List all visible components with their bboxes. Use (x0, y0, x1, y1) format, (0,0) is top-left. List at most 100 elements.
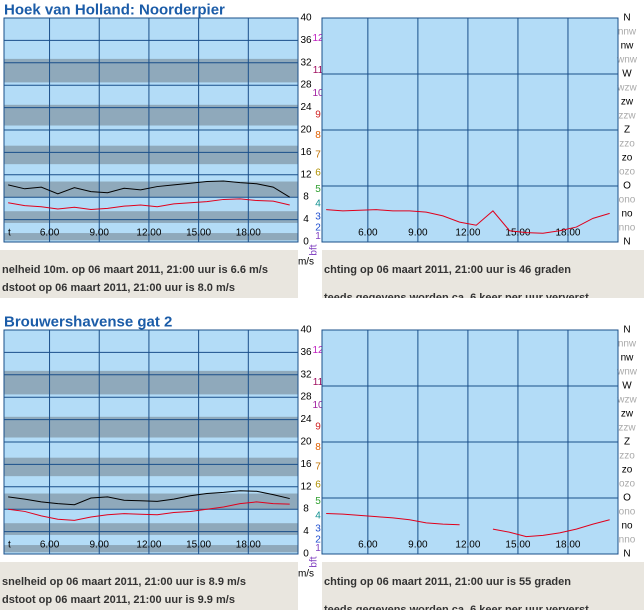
bft-band (4, 104, 298, 126)
unit-label: m/s (298, 257, 314, 268)
y-tick-label: ozo (619, 479, 636, 490)
y-tick-label: no (621, 521, 633, 532)
status-background (322, 562, 644, 610)
bft-band (4, 523, 298, 535)
bft-label: 9 (315, 110, 321, 121)
gust-line (8, 490, 290, 506)
speed-line (8, 198, 290, 211)
station-title: Brouwershavense gat 2 (4, 314, 172, 331)
bft-band (4, 211, 298, 223)
status-background (0, 250, 298, 298)
bft-label: 6 (315, 167, 321, 178)
station-title: Hoek van Holland: Noorderpier (4, 2, 225, 19)
x-tick-label: 18.00 (236, 228, 261, 239)
y-tick-label: 4 (303, 526, 309, 537)
x-tick-label: 12.00 (455, 228, 480, 239)
bft-label: 10 (312, 400, 324, 411)
gust-line (8, 180, 290, 198)
x-tick-label: 15.00 (505, 540, 530, 551)
x-tick-label: 15.00 (505, 228, 530, 239)
bft-band (4, 58, 298, 83)
x-tick-label: 18.00 (555, 540, 580, 551)
y-tick-label: 8 (303, 504, 309, 515)
y-tick-label: wzw (616, 395, 637, 406)
y-tick-label: zzo (619, 139, 635, 150)
chart-frame (321, 329, 619, 555)
bft-label: 1 (315, 543, 321, 554)
y-tick-label: nnw (618, 27, 637, 38)
bft-label: 10 (312, 88, 324, 99)
x-tick-label: 9.00 (408, 540, 428, 551)
status-line: teeds gegevens worden ca. 6 keer per uur… (324, 604, 589, 614)
y-tick-label: ono (619, 195, 636, 206)
y-tick-label: W (622, 69, 632, 80)
chart-frame (3, 329, 299, 555)
bft-label: 9 (315, 422, 321, 433)
bft-unit-label: bft (309, 556, 320, 567)
bft-band (4, 416, 298, 438)
bft-unit-label: bft (309, 244, 320, 255)
bft-label: 12 (312, 345, 324, 356)
y-tick-label: 8 (303, 192, 309, 203)
y-tick-label: zo (622, 153, 633, 164)
status-line: chting op 06 maart 2011, 21:00 uur is 55… (324, 576, 571, 588)
y-tick-label: zzw (618, 111, 636, 122)
y-tick-label: 12 (300, 481, 312, 492)
x-tick-label: 15.00 (186, 228, 211, 239)
y-tick-label: N (623, 13, 630, 24)
status-line: nelheid 10m. op 06 maart 2011, 21:00 uur… (2, 264, 268, 276)
bft-label: 7 (315, 149, 321, 160)
status-line: dstoot op 06 maart 2011, 21:00 uur is 9.… (2, 594, 235, 606)
x-tick-label: 12.00 (136, 228, 161, 239)
unit-label: m/s (298, 569, 314, 580)
bft-band (4, 181, 298, 198)
bft-label: 6 (315, 479, 321, 490)
status-background (0, 562, 298, 610)
direction-line (326, 513, 460, 526)
y-tick-label: wzw (616, 83, 637, 94)
bft-label: 3 (315, 212, 321, 223)
y-tick-label: no (621, 209, 633, 220)
y-tick-label: zw (621, 97, 634, 108)
y-tick-label: wnw (616, 55, 638, 66)
y-tick-label: nno (619, 535, 636, 546)
y-tick-label: 0 (303, 237, 309, 248)
y-tick-label: zo (622, 465, 633, 476)
y-tick-label: 36 (300, 35, 312, 46)
status-line: chting op 06 maart 2011, 21:00 uur is 46… (324, 264, 571, 276)
speed-line (8, 501, 290, 521)
bft-label: 2 (315, 223, 321, 234)
y-tick-label: 32 (300, 369, 312, 380)
x-tick-label: 9.00 (408, 228, 428, 239)
x-tick-label: 9.00 (90, 228, 110, 239)
y-tick-label: 20 (300, 125, 312, 136)
y-tick-label: nw (621, 41, 635, 52)
y-tick-label: zzw (618, 423, 636, 434)
x-tick-label: 6.00 (358, 540, 378, 551)
bft-label: 8 (315, 442, 321, 453)
x-tick-label: 12.00 (136, 540, 161, 551)
y-tick-label: 12 (300, 169, 312, 180)
y-tick-label: 36 (300, 347, 312, 358)
y-tick-label: N (623, 237, 630, 248)
x-tick-label: 9.00 (90, 540, 110, 551)
y-tick-label: ozo (619, 167, 636, 178)
y-tick-label: Z (624, 437, 630, 448)
y-tick-label: O (623, 181, 631, 192)
y-tick-label: nnw (618, 339, 637, 350)
x-tick-label: 18.00 (236, 540, 261, 551)
y-tick-label: 20 (300, 437, 312, 448)
bft-label: 5 (315, 496, 321, 507)
bft-label: 3 (315, 524, 321, 535)
y-tick-label: 16 (300, 459, 312, 470)
y-tick-label: ono (619, 507, 636, 518)
bft-band (4, 145, 298, 165)
y-tick-label: wnw (616, 367, 638, 378)
chart-frame (3, 17, 299, 243)
status-area: nelheid 10m. op 06 maart 2011, 21:00 uur… (0, 250, 644, 298)
bft-label: 11 (313, 65, 324, 76)
bft-label: 2 (315, 535, 321, 546)
y-tick-label: nw (621, 353, 635, 364)
bft-label: 4 (315, 199, 321, 210)
